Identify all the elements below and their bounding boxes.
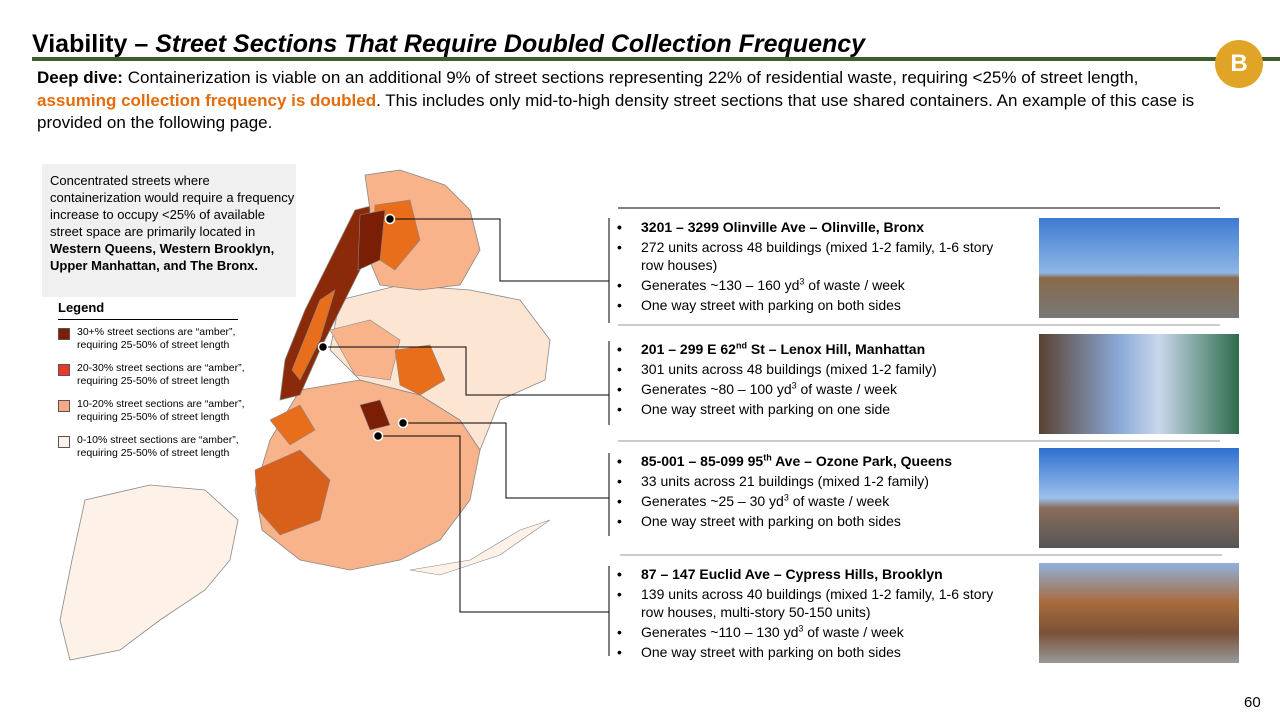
superscript: nd (735, 340, 747, 351)
queens-west (329, 319, 401, 381)
legend-item: 20-30% street sections are “amber”, requi… (58, 362, 245, 387)
case-street: One way street with parking on both side… (617, 296, 1001, 314)
street-photo (1039, 448, 1239, 548)
legend-line: 10-20% street sections are “amber”, (77, 398, 245, 410)
case-title: 87 – 147 Euclid Ave – Cypress Hills, Bro… (617, 565, 1001, 583)
case-units: 33 units across 21 buildings (mixed 1-2 … (617, 472, 1001, 490)
manhattan-mid (291, 289, 336, 381)
title-rule (32, 57, 1280, 61)
legend-swatch (58, 328, 70, 340)
superscript: th (763, 452, 772, 463)
superscript: 3 (798, 623, 804, 634)
intro-label: Deep dive: (37, 68, 123, 87)
text: of waste / week (796, 381, 898, 397)
legend-line: requiring 25-50% of street length (77, 374, 230, 387)
superscript: 3 (783, 492, 789, 503)
text: of waste / week (803, 624, 904, 640)
case: 201 – 299 E 62nd St – Lenox Hill, Manhat… (617, 340, 1017, 420)
legend-text: 10-20% street sections are “amber”, requi… (77, 398, 245, 423)
location-dots (317, 213, 409, 442)
case-units: 139 units across 40 buildings (mixed 1-2… (617, 585, 1001, 621)
text: Generates ~80 – 100 yd (641, 381, 792, 397)
legend-line: 20-30% street sections are “amber”, (77, 362, 245, 374)
legend-text: 20-30% street sections are “amber”, requi… (77, 362, 245, 387)
legend-swatch (58, 364, 70, 376)
case-waste: Generates ~80 – 100 yd3 of waste / week (617, 380, 1001, 398)
text: of waste / week (788, 493, 890, 509)
legend-item: 30+% street sections are “amber”, requiri… (58, 326, 235, 351)
brooklyn-high (254, 449, 331, 536)
street-photo (1039, 334, 1239, 434)
text: of waste / week (804, 277, 905, 293)
text: 201 – 299 E 62 (641, 341, 736, 357)
title-italic: Street Sections That Require Doubled Col… (155, 30, 866, 58)
legend-item: 0-10% street sections are “amber”, requir… (58, 434, 239, 459)
case-title: 201 – 299 E 62nd St – Lenox Hill, Manhat… (617, 340, 1001, 358)
legend-title: Legend (58, 300, 105, 315)
legend-text: 30+% street sections are “amber”, requiri… (77, 326, 235, 351)
title-lead: Viability – (32, 30, 156, 58)
case-title: 85-001 – 85-099 95th Ave – Ozone Park, Q… (617, 452, 1001, 470)
legend-line: requiring 25-50% of street length (77, 410, 230, 423)
intro-text: Containerization is viable on an additio… (122, 68, 1139, 87)
separators (618, 207, 1222, 556)
rockaway (409, 519, 551, 576)
case-units: 272 units across 48 buildings (mixed 1-2… (617, 238, 1001, 274)
connectors (323, 218, 610, 656)
legend-item: 10-20% street sections are “amber”, requi… (58, 398, 245, 423)
superscript: 3 (791, 380, 797, 391)
case-street: One way street with parking on both side… (617, 643, 1001, 661)
street-photo (1039, 563, 1239, 663)
superscript: 3 (799, 276, 805, 287)
street-photo (1039, 218, 1239, 318)
queens-high (359, 399, 391, 431)
staten-island (59, 484, 239, 661)
legend-line: 30+% street sections are “amber”, (77, 326, 236, 338)
text: Generates ~130 – 160 yd (641, 277, 800, 293)
legend-line: 0-10% street sections are “amber”, (77, 434, 239, 446)
text: St – Lenox Hill, Manhattan (746, 341, 926, 357)
callout-bold: Western Queens, Western Brooklyn, Upper … (50, 241, 275, 273)
intro: Deep dive: Containerization is viable on… (37, 67, 1197, 135)
page-number: 60 (1244, 694, 1261, 711)
case-waste: Generates ~130 – 160 yd3 of waste / week (617, 276, 1001, 294)
legend-swatch (58, 436, 70, 448)
text: 85-001 – 85-099 95 (641, 453, 764, 469)
callout: Concentrated streets where containerizat… (42, 164, 296, 297)
text: 3201 – 3299 Olinville Ave – Olinville, B… (641, 219, 924, 235)
queens (329, 284, 551, 451)
case-units: 301 units across 48 buildings (mixed 1-2… (617, 360, 1001, 378)
legend-swatch (58, 400, 70, 412)
case-waste: Generates ~110 – 130 yd3 of waste / week (617, 623, 1001, 641)
case: 87 – 147 Euclid Ave – Cypress Hills, Bro… (617, 565, 1017, 663)
legend-rule (58, 319, 238, 320)
case-street: One way street with parking on one side (617, 400, 1001, 418)
text: Generates ~110 – 130 yd (641, 624, 799, 640)
case: 85-001 – 85-099 95th Ave – Ozone Park, Q… (617, 452, 1017, 532)
case-street: One way street with parking on both side… (617, 512, 1001, 530)
text: Generates ~25 – 30 yd (641, 493, 784, 509)
text: Ave – Ozone Park, Queens (771, 453, 952, 469)
legend-text: 0-10% street sections are “amber”, requir… (77, 434, 239, 459)
section-badge: B (1215, 40, 1263, 88)
intro-text: . This includes only mid-to-high density… (37, 90, 1195, 133)
case-title: 3201 – 3299 Olinville Ave – Olinville, B… (617, 218, 1001, 236)
queens-mid (394, 344, 446, 396)
legend-line: requiring 25-50% of street length (77, 338, 230, 351)
callout-text: Concentrated streets where containerizat… (50, 173, 295, 239)
text: 87 – 147 Euclid Ave – Cypress Hills, Bro… (641, 566, 943, 582)
slide-title: Viability – Street Sections That Require… (32, 30, 865, 59)
intro-highlight: assuming collection frequency is doubled (37, 90, 377, 110)
legend-line: requiring 25-50% of street length (77, 446, 230, 459)
case-waste: Generates ~25 – 30 yd3 of waste / week (617, 492, 1001, 510)
case: 3201 – 3299 Olinville Ave – Olinville, B… (617, 218, 1017, 316)
bronx-high (357, 209, 386, 271)
brooklyn-mid (269, 404, 316, 446)
